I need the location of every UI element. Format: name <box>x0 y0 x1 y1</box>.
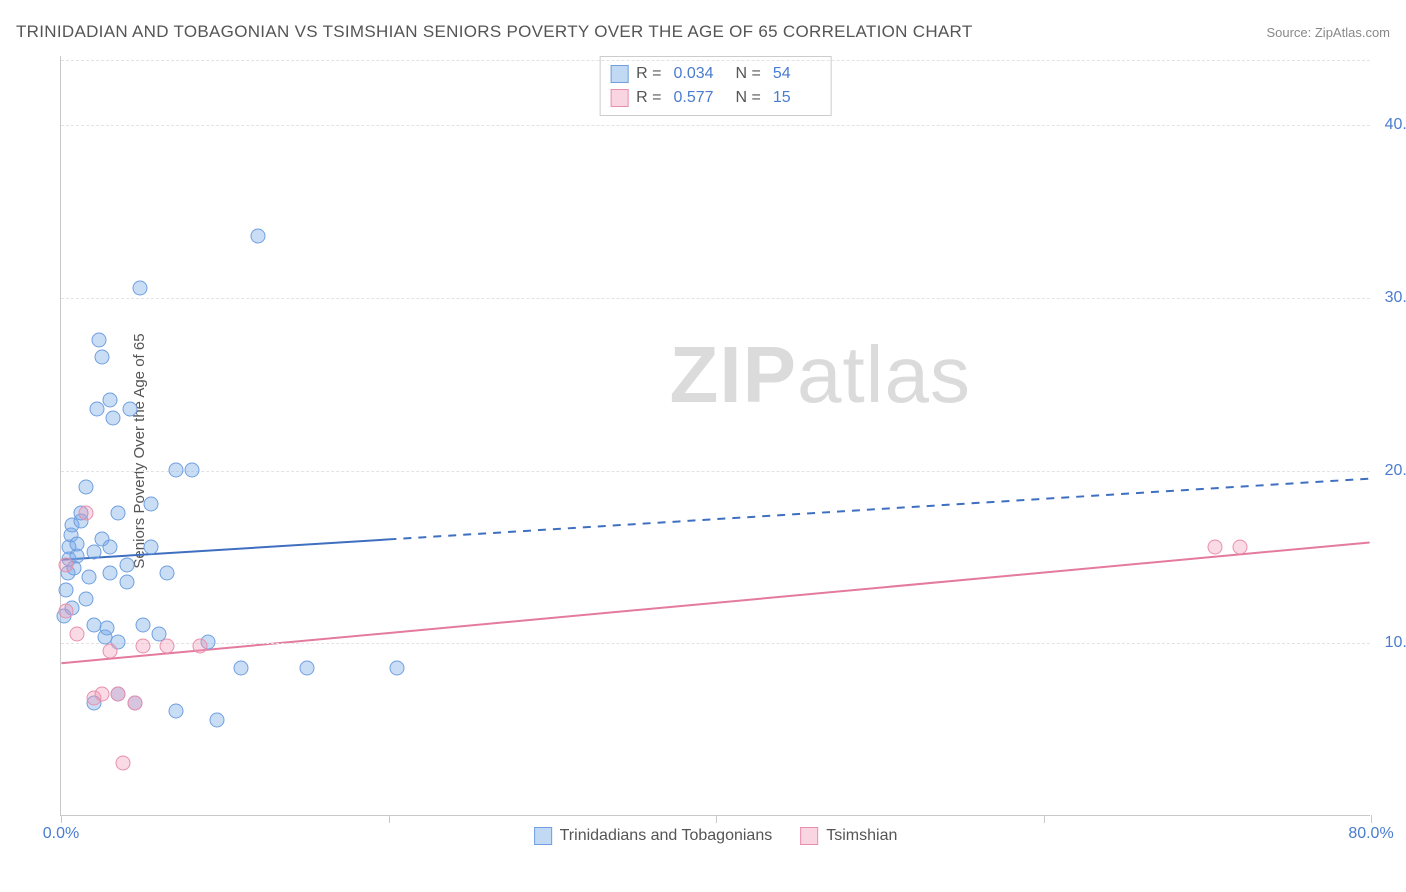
data-point <box>168 704 183 719</box>
gridline <box>61 643 1370 644</box>
data-point <box>58 604 73 619</box>
n-label: N = <box>736 62 761 86</box>
legend-swatch <box>800 827 818 845</box>
data-point <box>185 462 200 477</box>
data-point <box>58 557 73 572</box>
plot-container: Seniors Poverty Over the Age of 65 ZIPat… <box>50 56 1390 846</box>
data-point <box>103 393 118 408</box>
data-point <box>106 410 121 425</box>
data-point <box>78 505 93 520</box>
correlation-legend: R = 0.034 N = 54 R = 0.577 N = 15 <box>599 56 832 116</box>
data-point <box>135 618 150 633</box>
n-value: 15 <box>769 86 819 110</box>
trend-lines <box>61 56 1370 815</box>
data-point <box>58 583 73 598</box>
data-point <box>81 569 96 584</box>
n-value: 54 <box>769 62 819 86</box>
data-point <box>193 638 208 653</box>
legend-row: R = 0.034 N = 54 <box>610 62 819 86</box>
data-point <box>111 505 126 520</box>
x-tick-label: 0.0% <box>43 825 79 843</box>
data-point <box>78 592 93 607</box>
gridline <box>61 298 1370 299</box>
data-point <box>119 557 134 572</box>
data-point <box>250 229 265 244</box>
data-point <box>94 687 109 702</box>
data-point <box>91 333 106 348</box>
data-point <box>111 687 126 702</box>
y-tick-label: 20.0% <box>1376 462 1406 480</box>
series-legend-item: Tsimshian <box>800 827 897 845</box>
x-tick-label: 80.0% <box>1348 825 1393 843</box>
data-point <box>389 661 404 676</box>
y-tick-label: 30.0% <box>1376 289 1406 307</box>
legend-row: R = 0.577 N = 15 <box>610 86 819 110</box>
y-tick-label: 10.0% <box>1376 634 1406 652</box>
gridline <box>61 60 1370 61</box>
gridline <box>61 471 1370 472</box>
data-point <box>1233 540 1248 555</box>
series-legend: Trinidadians and Tobagonians Tsimshian <box>534 827 898 845</box>
chart-title: TRINIDADIAN AND TOBAGONIAN VS TSIMSHIAN … <box>16 22 973 42</box>
data-point <box>127 695 142 710</box>
data-point <box>299 661 314 676</box>
y-tick-label: 40.0% <box>1376 116 1406 134</box>
data-point <box>144 540 159 555</box>
x-tick <box>1044 815 1045 823</box>
legend-label: Trinidadians and Tobagonians <box>560 827 773 845</box>
data-point <box>103 566 118 581</box>
data-point <box>70 536 85 551</box>
data-point <box>135 638 150 653</box>
data-point <box>90 402 105 417</box>
watermark: ZIPatlas <box>670 329 971 421</box>
data-point <box>168 462 183 477</box>
data-point <box>144 497 159 512</box>
r-value: 0.577 <box>669 86 727 110</box>
x-tick <box>1371 815 1372 823</box>
data-point <box>94 350 109 365</box>
data-point <box>234 661 249 676</box>
data-point <box>103 540 118 555</box>
legend-swatch <box>534 827 552 845</box>
plot-area: ZIPatlas R =0.034N =54R =0.577N =15 Trin… <box>60 56 1370 816</box>
legend-swatch <box>610 65 628 83</box>
legend-swatch <box>610 89 628 107</box>
data-point <box>70 626 85 641</box>
x-tick <box>389 815 390 823</box>
data-point <box>132 281 147 296</box>
data-point <box>160 638 175 653</box>
r-label: R = <box>636 86 661 110</box>
data-point <box>119 574 134 589</box>
data-point <box>116 756 131 771</box>
r-value: 0.034 <box>669 62 727 86</box>
data-point <box>160 566 175 581</box>
data-point <box>122 402 137 417</box>
x-tick <box>716 815 717 823</box>
data-point <box>86 545 101 560</box>
data-point <box>1208 540 1223 555</box>
series-legend-item: Trinidadians and Tobagonians <box>534 827 773 845</box>
r-label: R = <box>636 62 661 86</box>
data-point <box>78 479 93 494</box>
x-tick <box>61 815 62 823</box>
data-point <box>103 643 118 658</box>
data-point <box>209 713 224 728</box>
gridline <box>61 125 1370 126</box>
source-label: Source: ZipAtlas.com <box>1266 25 1390 40</box>
data-point <box>99 621 114 636</box>
legend-label: Tsimshian <box>826 827 897 845</box>
n-label: N = <box>736 86 761 110</box>
